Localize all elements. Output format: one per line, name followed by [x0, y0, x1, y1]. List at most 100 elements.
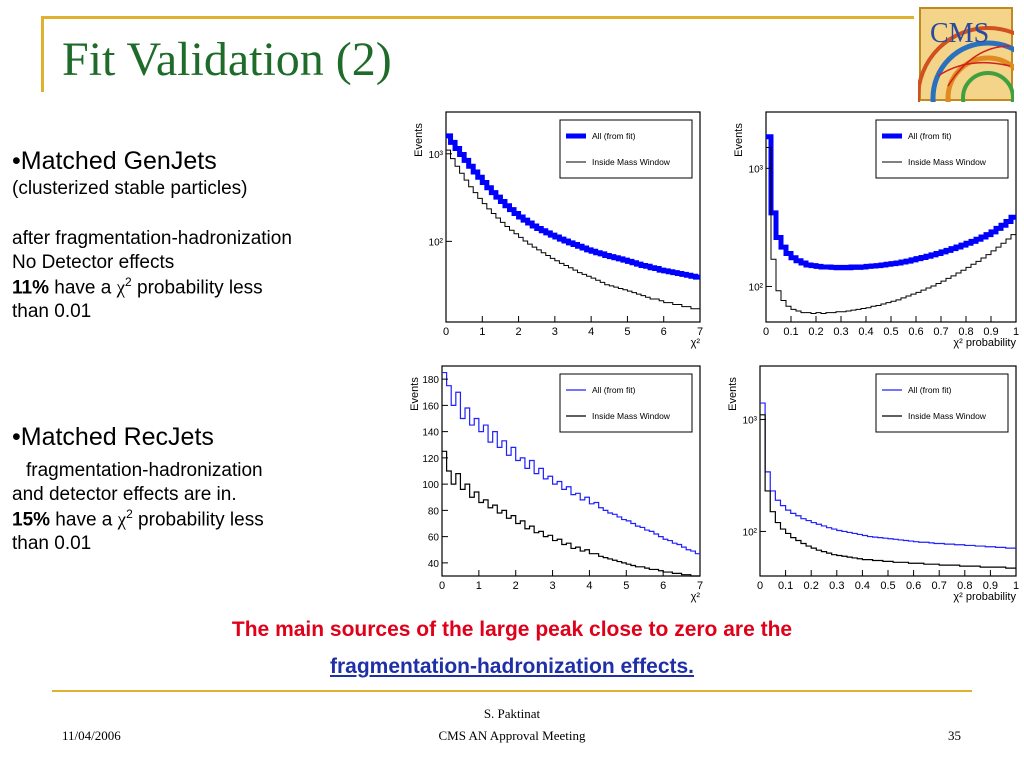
- series-line-all-from-fit: [446, 133, 700, 280]
- legend-label: Inside Mass Window: [592, 157, 671, 167]
- legend-label: Inside Mass Window: [592, 411, 671, 421]
- x-axis-label: χ² probability: [953, 337, 1016, 349]
- x-axis-label: χ²: [691, 591, 701, 603]
- series-line-inside-mass-window: [760, 414, 1016, 569]
- x-tick-label: 0.2: [808, 326, 823, 338]
- chart-recjets-prob-svg: 0 0.1 0.2 0.3 0.4 0.5 0.6 0.7 0.8 0.9 1 10² 10³ Event…: [727, 365, 1019, 603]
- recjets-line1: fragmentation-hadronization: [26, 460, 263, 482]
- title-frame-vertical: [41, 16, 44, 92]
- y-tick-label: 80: [428, 506, 440, 517]
- chart-recjets-chi2: 0 1 2 3 4 5 6 7 40 60 80 100 120 140 160 180 Events χ² All…: [404, 358, 708, 604]
- y-tick-label: 140: [422, 428, 439, 439]
- legend-label: All (from fit): [592, 385, 636, 395]
- y-axis-label: Events: [409, 377, 421, 411]
- series-line-all-from-fit: [766, 134, 1016, 271]
- genjets-line2: No Detector effects: [12, 251, 175, 273]
- recjets-line-last: than 0.01: [12, 532, 92, 554]
- chart-genjets-chi2-svg: 0 1 2 3 4 5 6 7 10² 10³ Events χ² All (from fit) Insi…: [413, 111, 703, 349]
- x-tick-label: 0.4: [858, 326, 873, 338]
- genjets-subheading: (clusterized stable particles): [12, 178, 248, 200]
- y-tick-label: 160: [422, 401, 439, 412]
- chart-recjets-prob: 0 0.1 0.2 0.3 0.4 0.5 0.6 0.7 0.8 0.9 1 10² 10³ Event…: [722, 358, 1024, 604]
- x-tick-label: 4: [588, 326, 594, 338]
- x-tick-label: 0.3: [829, 580, 844, 592]
- x-tick-label: 5: [624, 326, 630, 338]
- y-tick-label: 10²: [743, 527, 758, 538]
- x-tick-label: 0.6: [908, 326, 923, 338]
- x-tick-label: 0: [443, 326, 449, 338]
- series-line-all-from-fit: [442, 371, 700, 555]
- x-tick-label: 0.5: [880, 580, 895, 592]
- x-tick-label: 2: [513, 580, 519, 592]
- y-tick-label: 180: [422, 375, 439, 386]
- x-tick-label: 7: [697, 326, 703, 338]
- y-tick-label: 40: [428, 559, 440, 570]
- recjets-line2: and detector effects are in.: [12, 484, 237, 505]
- legend-label: Inside Mass Window: [908, 157, 987, 167]
- footer-meeting: CMS AN Approval Meeting: [438, 728, 586, 743]
- legend-label: Inside Mass Window: [908, 411, 987, 421]
- x-tick-label: 0: [763, 326, 769, 338]
- x-tick-label: 5: [623, 580, 629, 592]
- series-line-all-from-fit: [760, 402, 1016, 549]
- chi-superscript: 2: [126, 506, 133, 521]
- x-tick-label: 0.7: [933, 326, 948, 338]
- genjets-stat-value: 11%: [12, 276, 49, 298]
- x-tick-label: 0.4: [855, 580, 870, 592]
- footer-date: 11/04/2006: [62, 728, 121, 743]
- recjets-stat-value: 15%: [12, 509, 51, 531]
- x-tick-label: 2: [516, 326, 522, 338]
- chart-genjets-prob-svg: 0 0.1 0.2 0.3 0.4 0.5 0.6 0.7 0.8 0.9 1 10² 10³ Event…: [733, 111, 1019, 349]
- genjets-line-last: than 0.01: [12, 300, 92, 322]
- chi-superscript: 2: [125, 274, 132, 289]
- x-tick-label: 0.1: [783, 326, 798, 338]
- genjets-section: •Matched GenJets (clusterized stable par…: [12, 146, 392, 323]
- y-tick-label: 10²: [749, 282, 764, 293]
- genjets-stat-line: 11% have a χ2 probability less: [12, 275, 392, 300]
- legend-label: All (from fit): [908, 131, 952, 141]
- x-tick-label: 0.6: [906, 580, 921, 592]
- x-tick-label: 0.8: [958, 326, 973, 338]
- x-tick-label: 0.7: [932, 580, 947, 592]
- x-tick-label: 0.8: [957, 580, 972, 592]
- x-tick-label: 0.9: [983, 326, 998, 338]
- x-tick-label: 0.2: [804, 580, 819, 592]
- series-line-inside-mass-window: [442, 450, 700, 577]
- footer-author: S. Paktinat: [483, 706, 541, 721]
- chart-genjets-chi2: 0 1 2 3 4 5 6 7 10² 10³ Events χ² All (from fit) Insi…: [408, 104, 708, 350]
- chi-symbol: χ: [116, 276, 126, 298]
- legend-box: [559, 373, 693, 433]
- y-tick-label: 10²: [429, 237, 444, 248]
- y-tick-label: 10³: [749, 164, 764, 175]
- note-line-2: fragmentation-hadronization effects.: [329, 655, 695, 678]
- x-tick-label: 6: [660, 580, 666, 592]
- x-tick-label: 3: [552, 326, 558, 338]
- x-tick-label: 0.1: [778, 580, 793, 592]
- note-line-1: The main sources of the large peak close…: [231, 618, 793, 641]
- x-tick-label: 1: [476, 580, 482, 592]
- x-tick-label: 4: [586, 580, 592, 592]
- y-axis-label: Events: [733, 123, 745, 157]
- legend-box: [875, 373, 1009, 433]
- cms-logo: CMS: [916, 6, 1024, 170]
- x-tick-label: 0.9: [983, 580, 998, 592]
- chi-symbol: χ: [117, 509, 127, 531]
- y-axis-label: Events: [413, 123, 425, 157]
- recjets-stat-text-a: have a: [50, 509, 118, 531]
- x-tick-label: 0.5: [883, 326, 898, 338]
- x-axis-label: χ² probability: [953, 591, 1016, 603]
- x-tick-label: 1: [479, 326, 485, 338]
- legend-label: All (from fit): [908, 385, 952, 395]
- page-title: Fit Validation (2): [62, 33, 392, 86]
- genjets-stat-text-a: have a: [48, 276, 117, 298]
- genjets-heading: •Matched GenJets: [12, 147, 217, 175]
- series-line-inside-mass-window: [446, 149, 700, 310]
- recjets-section: •Matched RecJets fragmentation-hadroniza…: [12, 422, 392, 556]
- logo-text: CMS: [930, 18, 989, 49]
- x-tick-label: 7: [697, 580, 703, 592]
- y-tick-label: 10³: [743, 415, 758, 426]
- x-tick-label: 0: [439, 580, 445, 592]
- footer-page-number: 35: [948, 728, 961, 743]
- recjets-stat-line: 15% have a χ2 probability less: [12, 507, 392, 532]
